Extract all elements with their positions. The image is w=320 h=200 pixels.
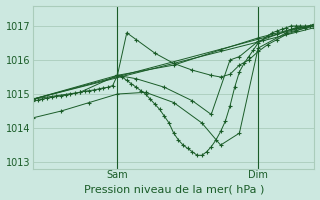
X-axis label: Pression niveau de la mer( hPa ): Pression niveau de la mer( hPa ) (84, 184, 264, 194)
